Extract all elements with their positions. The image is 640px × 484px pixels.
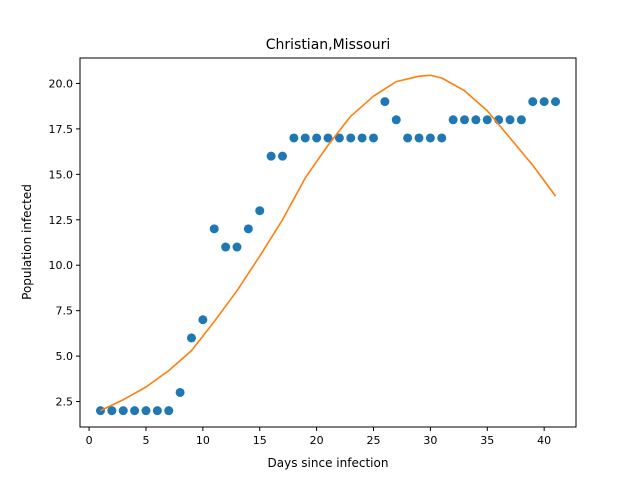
scatter-point [221,242,231,252]
scatter-point [118,406,128,416]
x-tick-label: 30 [423,434,437,447]
scatter-point [300,133,310,143]
scatter-point [312,133,322,143]
scatter-point [403,133,413,143]
scatter-point [391,115,401,125]
y-axis: 2.5 5.0 7.5 10.0 12.5 15.0 17.5 20.0 [49,77,80,409]
scatter-point [186,333,196,343]
scatter-point [323,133,333,143]
scatter-point [471,115,481,125]
scatter-point [528,97,538,107]
axes-frame [79,57,577,428]
scatter-point [482,115,492,125]
x-tick-label: 20 [310,434,324,447]
scatter-point [551,97,561,107]
scatter-point [357,133,367,143]
scatter-point [209,224,219,234]
y-tick-label: 20.0 [49,77,74,90]
scatter-point [255,206,265,216]
scatter-point [448,115,458,125]
scatter-point [334,133,344,143]
scatter-point [198,315,208,325]
scatter-point [277,151,287,161]
y-tick-label: 7.5 [56,305,74,318]
scatter-point [437,133,447,143]
y-tick-label: 5.0 [56,350,74,363]
scatter-point [289,133,299,143]
x-tick-label: 10 [196,434,210,447]
y-tick-label: 12.5 [49,214,74,227]
chart-title: Christian,Missouri [266,37,391,53]
y-tick-label: 2.5 [56,396,74,409]
x-axis: 0 5 10 15 20 25 30 35 40 [86,427,551,447]
y-tick-label: 10.0 [49,259,74,272]
y-tick-label: 15.0 [49,168,74,181]
x-tick-label: 35 [480,434,494,447]
scatter-point [175,387,185,397]
scatter-point [266,151,276,161]
y-tick-label: 17.5 [49,123,74,136]
scatter-point [152,406,162,416]
x-tick-label: 15 [253,434,267,447]
scatter-point [460,115,470,125]
scatter-point [380,97,390,107]
plot-area [95,74,561,416]
scatter-point [425,133,435,143]
y-axis-label: Population infected [20,184,34,300]
x-axis-label: Days since infection [268,456,389,470]
scatter-point [539,97,549,107]
x-tick-label: 40 [537,434,551,447]
scatter-point [505,115,515,125]
scatter-point [232,242,242,252]
x-tick-label: 0 [86,434,93,447]
scatter-point [369,133,379,143]
x-tick-label: 25 [367,434,381,447]
scatter-point [164,406,174,416]
x-tick-label: 5 [142,434,149,447]
scatter-point [130,406,140,416]
fit-curve-line [100,74,557,412]
scatter-point [141,406,151,416]
scatter-point [107,406,117,416]
scatter-point [516,115,526,125]
scatter-point [346,133,356,143]
scatter-point [414,133,424,143]
scatter-point [243,224,253,234]
